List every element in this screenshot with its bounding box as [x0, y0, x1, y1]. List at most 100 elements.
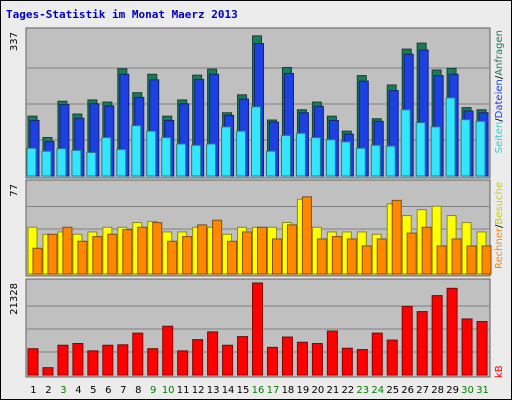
middle-bar-rechner-day-27 — [421, 226, 432, 275]
middle-bar-rechner-day-31 — [481, 245, 492, 275]
bottom-bar-kb-day-10 — [162, 325, 174, 376]
middle-bar-rechner-day-7 — [122, 229, 133, 275]
bottom-bar-kb-day-25 — [386, 339, 398, 376]
x-tick-label-day-2: 2 — [45, 385, 51, 396]
top-bar-seiten-day-26 — [400, 109, 411, 177]
middle-bar-rechner-day-11 — [182, 236, 193, 275]
bottom-bar-kb-day-19 — [296, 341, 308, 376]
top-side-label-separator: / — [494, 75, 505, 79]
top-bar-seiten-day-6 — [101, 137, 112, 177]
top-panel: 337 — [9, 27, 491, 179]
x-tick-label-day-4: 4 — [75, 385, 81, 396]
x-tick-label-day-5: 5 — [90, 385, 96, 396]
middle-bar-rechner-day-30 — [466, 245, 477, 275]
middle-bar-rechner-day-22 — [346, 238, 357, 275]
bottom-bar-kb-day-13 — [207, 331, 219, 376]
top-bar-seiten-day-2 — [41, 150, 52, 177]
x-tick-label-day-10: 10 — [162, 385, 175, 396]
middle-bar-rechner-day-5 — [92, 236, 103, 275]
x-tick-label-day-30: 30 — [461, 385, 474, 396]
x-tick-label-day-20: 20 — [312, 385, 325, 396]
x-tick-label-day-27: 27 — [416, 385, 429, 396]
top-bar-seiten-day-7 — [116, 149, 127, 177]
middle-bar-rechner-day-9 — [152, 222, 163, 275]
top-bar-seiten-day-3 — [56, 148, 67, 177]
middle-series-side-labels: Rechner/Besuche — [494, 182, 505, 269]
x-tick-label-day-21: 21 — [326, 385, 339, 396]
top-bar-seiten-day-22 — [340, 141, 351, 177]
top-bar-seiten-day-25 — [385, 145, 396, 177]
x-tick-label-day-28: 28 — [431, 385, 444, 396]
bottom-bar-kb-day-17 — [266, 346, 278, 376]
top-bar-seiten-day-14 — [221, 126, 232, 177]
chart-title: Tages-Statistik im Monat Maerz 2013 — [6, 8, 238, 21]
bottom-bar-kb-day-14 — [222, 344, 234, 376]
bottom-bar-kb-day-22 — [341, 347, 353, 376]
top-y-max-label: 337 — [9, 32, 20, 51]
middle-bar-rechner-day-2 — [47, 233, 58, 275]
middle-bar-rechner-day-6 — [107, 233, 118, 275]
x-tick-label-day-29: 29 — [446, 385, 459, 396]
middle-side-label-separator: / — [494, 224, 505, 228]
x-tick-label-day-23: 23 — [356, 385, 369, 396]
bottom-bar-kb-day-4 — [72, 343, 84, 376]
x-tick-label-day-3: 3 — [60, 385, 66, 396]
top-bar-seiten-day-1 — [26, 147, 37, 177]
bottom-bar-kb-day-18 — [281, 336, 293, 376]
top-bar-seiten-day-19 — [295, 132, 306, 177]
middle-bar-rechner-day-20 — [316, 238, 327, 275]
top-side-label-separator: / — [494, 118, 505, 122]
x-tick-label-day-25: 25 — [386, 385, 399, 396]
bottom-bar-kb-day-11 — [177, 350, 189, 376]
middle-bar-rechner-day-24 — [376, 238, 387, 275]
bottom-bar-kb-day-20 — [311, 343, 323, 376]
middle-bar-rechner-day-25 — [391, 199, 402, 275]
top-bar-seiten-day-13 — [206, 143, 217, 177]
middle-bar-rechner-day-1 — [32, 247, 43, 275]
middle-bar-rechner-day-17 — [271, 238, 282, 275]
middle-bar-rechner-day-3 — [62, 226, 73, 275]
middle-bar-rechner-day-15 — [242, 231, 253, 275]
top-bar-seiten-day-18 — [280, 134, 291, 177]
bottom-bar-kb-day-23 — [356, 349, 368, 376]
top-bar-seiten-day-5 — [86, 151, 97, 177]
x-tick-label-day-18: 18 — [282, 385, 295, 396]
middle-panel: 77 — [9, 179, 492, 277]
middle-y-max-label: 77 — [9, 184, 20, 197]
bottom-bar-kb-day-21 — [326, 330, 338, 376]
x-tick-label-day-22: 22 — [341, 385, 354, 396]
bottom-bar-kb-day-16 — [252, 282, 264, 376]
top-bar-seiten-day-24 — [370, 144, 381, 177]
x-tick-label-day-1: 1 — [30, 385, 36, 396]
top-bar-seiten-day-21 — [325, 139, 336, 177]
middle-bar-rechner-day-4 — [77, 240, 88, 275]
bottom-bar-kb-day-7 — [117, 344, 129, 376]
bottom-panel: 21328 — [9, 278, 491, 378]
top-bar-seiten-day-12 — [191, 144, 202, 177]
x-tick-label-day-24: 24 — [371, 385, 384, 396]
bottom-bar-kb-day-27 — [416, 311, 428, 376]
bottom-bar-kb-day-31 — [476, 321, 488, 376]
middle-bar-rechner-day-21 — [331, 236, 342, 275]
top-bar-seiten-day-15 — [236, 130, 247, 177]
top-bar-seiten-day-8 — [131, 125, 142, 177]
top-bar-seiten-day-16 — [251, 106, 262, 177]
top-bar-seiten-day-9 — [146, 130, 157, 177]
bottom-bar-kb-day-2 — [42, 367, 54, 376]
side-label-anfragen: Anfragen — [494, 30, 505, 76]
bottom-bar-kb-day-15 — [237, 336, 249, 376]
bottom-bar-kb-day-5 — [87, 350, 99, 376]
bottom-bar-kb-day-26 — [401, 305, 413, 376]
middle-bar-rechner-day-16 — [257, 226, 268, 275]
x-tick-label-day-16: 16 — [252, 385, 265, 396]
x-tick-label-day-31: 31 — [476, 385, 489, 396]
middle-bar-rechner-day-14 — [227, 240, 238, 275]
top-bar-seiten-day-23 — [355, 147, 366, 177]
middle-bar-rechner-day-10 — [167, 240, 178, 275]
side-label-dateien: Dateien — [494, 79, 505, 118]
bottom-bar-kb-day-1 — [27, 348, 39, 376]
top-bar-seiten-day-27 — [415, 122, 426, 177]
bottom-bar-kb-day-30 — [461, 318, 473, 376]
x-tick-label-day-14: 14 — [222, 385, 235, 396]
